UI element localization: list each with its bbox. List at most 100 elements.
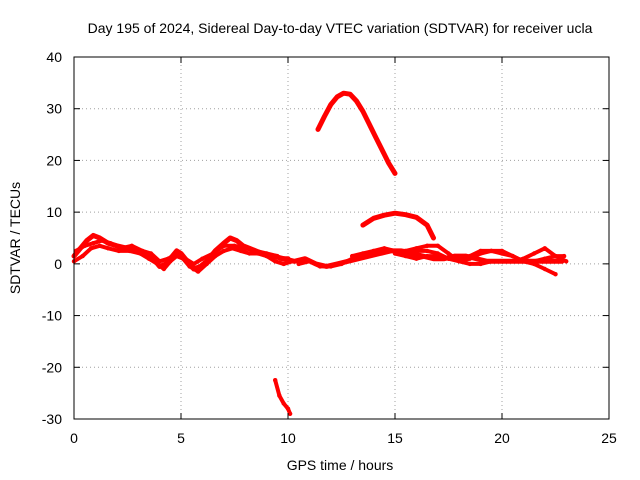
data-point — [157, 259, 162, 264]
data-point — [510, 259, 515, 264]
data-point — [191, 261, 196, 267]
data-point — [564, 259, 569, 264]
data-point — [414, 256, 419, 261]
data-point — [553, 272, 558, 277]
data-point — [129, 243, 134, 248]
data-point — [531, 251, 537, 256]
data-point — [542, 266, 547, 272]
data-point — [354, 98, 359, 104]
data-point — [392, 251, 398, 256]
data-point — [341, 91, 346, 96]
data-point — [510, 253, 515, 259]
data-point — [91, 233, 96, 238]
data-point — [166, 256, 171, 261]
data-point — [435, 253, 440, 259]
data-point — [106, 246, 111, 251]
data-point — [561, 253, 567, 259]
y-tick-label: 20 — [46, 152, 62, 168]
data-point — [73, 248, 79, 254]
data-point — [424, 222, 430, 228]
x-tick-label: 25 — [601, 430, 617, 446]
data-point — [424, 248, 430, 254]
data-point — [542, 256, 547, 261]
x-tick-label: 15 — [387, 430, 403, 446]
data-point — [161, 266, 167, 272]
data-point — [264, 251, 269, 256]
data-point — [204, 261, 209, 267]
data-point — [281, 401, 286, 406]
grid-lines — [74, 57, 609, 419]
data-point — [273, 378, 278, 383]
data-point — [328, 102, 333, 107]
data-point — [80, 253, 85, 259]
data-point — [195, 269, 201, 274]
data-point — [148, 251, 154, 256]
data-point — [317, 264, 323, 269]
y-tick-label: -10 — [42, 308, 62, 324]
y-axis-label: SDTVAR / TECUs — [7, 182, 23, 294]
data-point — [478, 261, 483, 267]
data-point — [424, 243, 430, 248]
data-point — [302, 256, 308, 261]
data-point — [221, 248, 226, 254]
data-point — [292, 259, 297, 264]
data-point — [467, 256, 473, 261]
y-tick-label: -30 — [42, 411, 62, 427]
plot-frame — [73, 56, 610, 420]
data-point — [350, 253, 355, 259]
data-point — [127, 248, 132, 254]
data-point — [221, 243, 226, 248]
data-point — [307, 259, 312, 264]
data-point — [499, 251, 505, 256]
data-point — [84, 238, 90, 243]
data-point — [382, 246, 387, 251]
data-point — [478, 251, 483, 256]
series-track-main-3 — [74, 238, 280, 266]
data-point — [431, 235, 436, 241]
data-point — [347, 92, 353, 97]
data-point — [360, 251, 366, 256]
data-point — [253, 248, 259, 254]
data-point — [174, 251, 179, 256]
data-point — [403, 212, 408, 217]
data-point — [435, 243, 440, 248]
data-point — [238, 248, 244, 254]
data-point — [386, 160, 391, 166]
data-point — [270, 253, 276, 259]
data-point — [118, 246, 124, 251]
x-tick-label: 10 — [280, 430, 296, 446]
data-point — [414, 215, 419, 220]
x-tick-label: 5 — [177, 430, 185, 446]
x-tick-label: 0 — [70, 430, 78, 446]
data-point — [380, 147, 385, 153]
data-point — [360, 222, 366, 228]
data-point — [339, 261, 344, 267]
data-point — [549, 259, 554, 264]
data-series — [71, 90, 569, 416]
data-point — [521, 259, 526, 264]
data-point — [108, 241, 113, 246]
data-point — [467, 261, 473, 267]
axes: 0 5 10 15 20 25 -30 -20 -10 0 10 20 30 40 — [42, 49, 617, 446]
data-point — [183, 256, 188, 261]
data-point — [315, 127, 321, 132]
data-point — [281, 261, 286, 267]
data-point — [232, 243, 237, 248]
data-point — [200, 256, 205, 261]
data-point — [247, 251, 252, 256]
data-point — [392, 171, 398, 176]
y-tick-label: 0 — [54, 256, 62, 272]
data-point — [403, 248, 408, 254]
y-tick-label: 10 — [46, 204, 62, 220]
data-point — [273, 259, 278, 264]
data-point — [382, 213, 387, 218]
chart-title: Day 195 of 2024, Sidereal Day-to-day VTE… — [88, 20, 593, 36]
y-tick-label: 30 — [46, 101, 62, 117]
data-point — [234, 238, 239, 243]
data-point — [277, 393, 282, 398]
data-point — [99, 238, 105, 243]
data-point — [553, 253, 558, 259]
data-point — [371, 248, 376, 254]
data-point — [91, 241, 96, 246]
